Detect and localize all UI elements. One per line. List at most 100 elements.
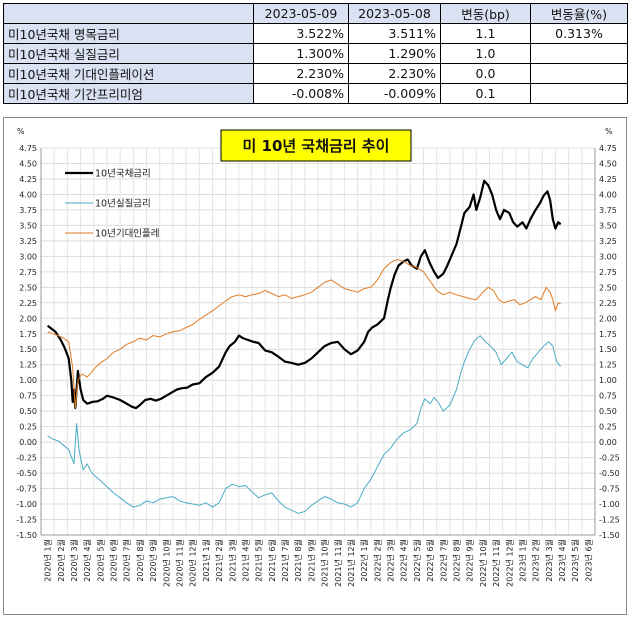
y-tick-label-right: 0.75: [599, 392, 617, 401]
x-tick-label: 2020년 11월: [175, 539, 185, 587]
x-tick-label: 2020년 4월: [82, 539, 92, 582]
yield-chart: -1.50 -1.50 -1.25 -1.25 -1.00 -1.00 -0.75 -0.75…: [3, 117, 627, 615]
change-bp-cell: 1.0: [440, 43, 531, 64]
x-tick-label: 2021년 12월: [346, 539, 356, 587]
y-tick-label-right: 3.00: [599, 252, 617, 261]
value-cell: 1.290%: [348, 43, 441, 64]
series-line-2: [47, 259, 561, 409]
y-tick-label-left: 4.00: [19, 190, 37, 199]
x-tick-label: 2023년 6월: [583, 539, 593, 582]
y-tick-label-left: 0.50: [19, 407, 37, 416]
y-tick-label-right: 0.25: [599, 423, 617, 432]
x-tick-label: 2021년 4월: [240, 539, 250, 582]
row-label: 미10년국채 기대인플레이션: [3, 63, 254, 84]
y-tick-label-left: -1.25: [16, 516, 37, 525]
y-tick-label-left: 1.25: [19, 361, 37, 370]
x-tick-label: 2020년 3월: [69, 539, 79, 582]
x-tick-label: 2020년 12월: [188, 539, 198, 587]
x-tick-label: 2020년 9월: [148, 539, 158, 582]
x-tick-label: 2022년 4월: [399, 539, 409, 582]
axes: -1.50 -1.50 -1.25 -1.25 -1.00 -1.00 -0.75 -0.75…: [16, 144, 619, 587]
y-tick-label-left: 2.50: [19, 283, 37, 292]
header-cell: 변동율(%): [530, 3, 628, 24]
x-tick-label: 2021년 11월: [333, 539, 343, 587]
y-tick-label-right: 2.25: [599, 299, 617, 308]
change-pct-cell: 0.313%: [530, 23, 628, 44]
x-tick-label: 2020년 5월: [95, 539, 105, 582]
x-tick-label: 2021년 6월: [267, 539, 277, 582]
x-tick-label: 2020년 7월: [122, 539, 132, 582]
y-tick-label-right: 0.50: [599, 407, 617, 416]
y-tick-label-left: 4.75: [19, 144, 37, 153]
x-tick-label: 2023년 5월: [570, 539, 580, 582]
y-tick-label-left: -1.00: [16, 500, 37, 509]
y-tick-label-right: 4.00: [599, 190, 617, 199]
y-tick-label-left: 0.00: [19, 438, 37, 447]
x-tick-label: 2022년 6월: [425, 539, 435, 582]
y-tick-label-left: 3.00: [19, 252, 37, 261]
y-tick-label-right: 1.75: [599, 330, 617, 339]
x-tick-label: 2022년 10월: [478, 539, 488, 587]
y-tick-label-right: 4.50: [599, 159, 617, 168]
table-header-row: 2023-05-09 2023-05-08 변동(bp) 변동율(%): [3, 3, 628, 24]
chart-canvas: -1.50 -1.50 -1.25 -1.25 -1.00 -1.00 -0.75 -0.75…: [3, 117, 627, 615]
x-tick-label: 2021년 5월: [254, 539, 264, 582]
table-row: 미10년국채 기간프리미엄 -0.008% -0.009% 0.1: [3, 83, 628, 104]
change-pct-cell: [530, 83, 628, 104]
x-tick-label: 2020년 1월: [43, 539, 53, 582]
x-tick-label: 2020년 8월: [135, 539, 145, 582]
legend-label: 10년국채금리: [95, 169, 151, 180]
legend-label: 10년기대인플레: [95, 229, 160, 240]
change-pct-cell: [530, 63, 628, 84]
y-tick-label-left: 4.50: [19, 159, 37, 168]
y-tick-label-right: 3.75: [599, 206, 617, 215]
x-tick-label: 2022년 11월: [491, 539, 501, 587]
y-tick-label-left: 4.25: [19, 175, 37, 184]
y-tick-label-right: 1.25: [599, 361, 617, 370]
value-cell: 2.230%: [348, 63, 441, 84]
y-tick-label-left: 2.00: [19, 314, 37, 323]
row-label: 미10년국채 명목금리: [3, 23, 254, 44]
x-tick-label: 2020년 10월: [161, 539, 171, 587]
header-cell: 2023-05-09: [253, 3, 349, 24]
y-tick-label-right: 4.25: [599, 175, 617, 184]
x-tick-label: 2022년 7월: [438, 539, 448, 582]
legend: 10년국채금리 10년실질금리 10년기대인플레: [65, 169, 160, 240]
change-bp-cell: 0.0: [440, 63, 531, 84]
legend-label: 10년실질금리: [95, 198, 151, 210]
series-line-0: [46, 179, 562, 410]
x-tick-label: 2020년 6월: [109, 539, 119, 582]
table-row: 미10년국채 기대인플레이션 2.230% 2.230% 0.0: [3, 63, 628, 84]
series-line-1: [47, 335, 562, 514]
rate-table: 2023-05-09 2023-05-08 변동(bp) 변동율(%) 미10년…: [3, 3, 628, 104]
y-tick-label-left: 0.75: [19, 392, 37, 401]
y-tick-label-right: -1.50: [599, 531, 620, 540]
x-tick-label: 2022년 3월: [386, 539, 396, 582]
x-tick-label: 2021년 7월: [280, 539, 290, 582]
x-tick-label: 2022년 12월: [504, 539, 514, 587]
x-tick-label: 2023년 4월: [557, 539, 567, 582]
y-tick-label-right: -0.50: [599, 469, 620, 478]
x-tick-label: 2021년 1월: [201, 539, 211, 582]
header-cell: [3, 3, 254, 24]
x-tick-label: 2023년 3월: [544, 539, 554, 582]
y-tick-label-left: 3.50: [19, 221, 37, 230]
y-tick-label-right: 3.25: [599, 237, 617, 246]
y-tick-label-right: 0.00: [599, 438, 617, 447]
value-cell: 1.300%: [253, 43, 349, 64]
value-cell: -0.008%: [253, 83, 349, 104]
table-row: 미10년국채 명목금리 3.522% 3.511% 1.1 0.313%: [3, 23, 628, 44]
x-tick-label: 2021년 8월: [293, 539, 303, 582]
chart-title: 미 10년 국채금리 추이: [243, 137, 390, 155]
x-tick-label: 2022년 8월: [452, 539, 462, 582]
title-background: [220, 129, 412, 162]
x-tick-label: 2020년 2월: [56, 539, 66, 582]
change-bp-cell: 0.1: [440, 83, 531, 104]
y-tick-label-left: 0.25: [19, 423, 37, 432]
y-tick-label-right: -1.00: [599, 500, 620, 509]
y-tick-label-left: -0.25: [16, 454, 37, 463]
y-tick-label-left: 1.00: [19, 376, 37, 385]
x-tick-label: 2022년 2월: [372, 539, 382, 582]
value-cell: -0.009%: [348, 83, 441, 104]
chart-title-box: 미 10년 국채금리 추이: [220, 129, 412, 162]
